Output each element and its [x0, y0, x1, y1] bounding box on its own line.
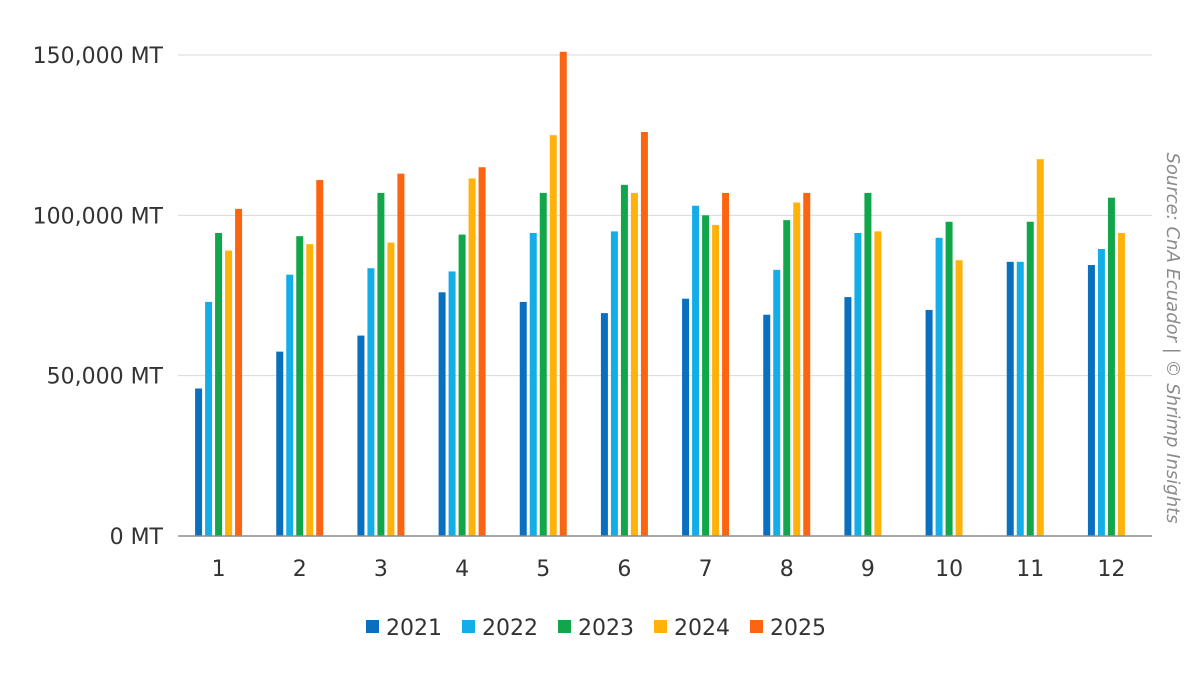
bar-2022-10 — [935, 237, 943, 536]
bar-2025-8 — [803, 192, 811, 537]
bar-2022-1 — [205, 301, 213, 536]
bar-2023-11 — [1026, 221, 1034, 536]
bar-2021-5 — [519, 301, 527, 536]
bar-2023-8 — [783, 220, 791, 537]
bar-2021-7 — [682, 298, 690, 536]
x-tick-label: 2 — [293, 557, 307, 582]
bar-2024-11 — [1036, 159, 1044, 536]
bar-2023-6 — [620, 184, 628, 536]
x-tick-label: 5 — [536, 557, 550, 582]
bar-2022-3 — [367, 268, 375, 536]
bar-2021-9 — [844, 297, 852, 536]
bar-2021-8 — [763, 314, 771, 536]
x-tick-label: 10 — [935, 557, 963, 582]
y-axis-ticks: 0 MT 50,000 MT 100,000 MT 150,000 MT — [33, 44, 164, 550]
bars — [195, 51, 1125, 537]
bar-2023-7 — [702, 215, 710, 537]
x-tick-label: 12 — [1097, 557, 1125, 582]
legend-label-2024: 2024 — [674, 616, 730, 641]
bar-2021-1 — [195, 388, 203, 536]
legend-label-2021: 2021 — [386, 616, 442, 641]
legend-label-2025: 2025 — [770, 616, 826, 641]
x-tick-label: 6 — [617, 557, 631, 582]
bar-2025-2 — [316, 180, 324, 536]
bar-2024-12 — [1117, 232, 1125, 536]
bar-2021-3 — [357, 335, 365, 536]
x-tick-label: 7 — [699, 557, 713, 582]
bar-2022-8 — [773, 269, 781, 536]
bar-2023-9 — [864, 192, 872, 537]
bar-2022-6 — [610, 231, 618, 536]
bar-2025-3 — [397, 173, 405, 536]
bar-2022-11 — [1016, 261, 1024, 536]
bar-2024-2 — [306, 244, 314, 536]
bar-2024-8 — [793, 202, 801, 537]
bar-2021-2 — [276, 351, 284, 536]
y-tick-label: 50,000 MT — [47, 365, 164, 390]
legend-swatch-2024 — [654, 620, 667, 633]
legend-swatch-2022 — [462, 620, 475, 633]
legend-swatch-2025 — [750, 620, 763, 633]
bar-2023-4 — [458, 234, 466, 536]
source-note: Source: CnA Ecuador | © Shrimp Insights — [1162, 152, 1183, 523]
bar-2023-1 — [215, 232, 223, 536]
x-tick-label: 11 — [1016, 557, 1044, 582]
bar-2023-10 — [945, 221, 953, 536]
bar-2023-5 — [539, 192, 547, 537]
bar-2021-12 — [1087, 265, 1095, 536]
legend-label-2022: 2022 — [482, 616, 538, 641]
bar-2024-4 — [468, 178, 476, 536]
bar-2021-11 — [1006, 261, 1014, 536]
y-tick-label: 150,000 MT — [33, 44, 164, 69]
bar-2022-2 — [286, 274, 294, 536]
legend-label-2023: 2023 — [578, 616, 634, 641]
legend: 2021 2022 2023 2024 2025 — [366, 616, 826, 641]
bar-2024-5 — [549, 135, 557, 536]
x-axis-ticks: 1 2 3 4 5 6 7 8 9 10 11 12 — [212, 557, 1126, 582]
bar-2022-7 — [692, 205, 700, 537]
bar-2022-12 — [1097, 249, 1105, 536]
bar-2022-9 — [854, 232, 862, 536]
bar-2025-1 — [235, 208, 243, 537]
bar-2025-7 — [722, 192, 730, 537]
bar-2024-1 — [225, 250, 233, 536]
x-tick-label: 1 — [212, 557, 226, 582]
bar-2024-7 — [712, 224, 720, 536]
bar-2023-12 — [1107, 197, 1115, 537]
y-tick-label: 100,000 MT — [33, 204, 164, 229]
gridlines — [178, 54, 1152, 377]
x-tick-label: 4 — [455, 557, 469, 582]
bar-2021-10 — [925, 309, 933, 536]
x-tick-label: 9 — [861, 557, 875, 582]
bar-2023-2 — [296, 236, 304, 536]
bar-2023-3 — [377, 192, 385, 537]
bar-2022-5 — [529, 232, 537, 536]
bar-2024-6 — [630, 192, 638, 537]
y-tick-label: 0 MT — [110, 525, 164, 550]
bar-2024-10 — [955, 260, 963, 536]
legend-swatch-2023 — [558, 620, 571, 633]
bar-2025-4 — [478, 167, 486, 536]
legend-swatch-2021 — [366, 620, 379, 633]
x-tick-label: 8 — [780, 557, 794, 582]
bar-2022-4 — [448, 271, 456, 536]
bar-2024-3 — [387, 242, 395, 536]
bar-2021-4 — [438, 292, 446, 536]
bar-2021-6 — [600, 313, 608, 536]
x-tick-label: 3 — [374, 557, 388, 582]
bar-2025-6 — [640, 131, 648, 536]
bar-2025-5 — [559, 51, 567, 536]
bar-2024-9 — [874, 231, 882, 536]
